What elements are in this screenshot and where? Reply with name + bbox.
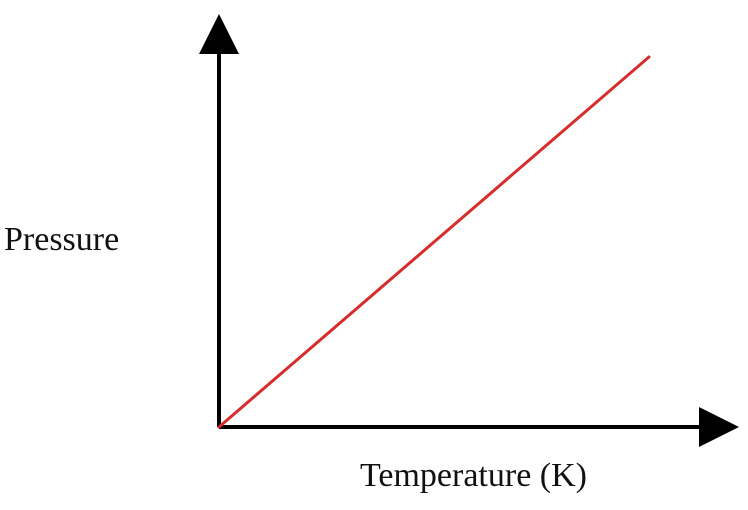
series-layer xyxy=(217,55,651,429)
x-axis-label: Temperature (K) xyxy=(360,457,587,494)
series-line-1 xyxy=(217,55,651,429)
y-axis-label: Pressure xyxy=(4,221,119,258)
